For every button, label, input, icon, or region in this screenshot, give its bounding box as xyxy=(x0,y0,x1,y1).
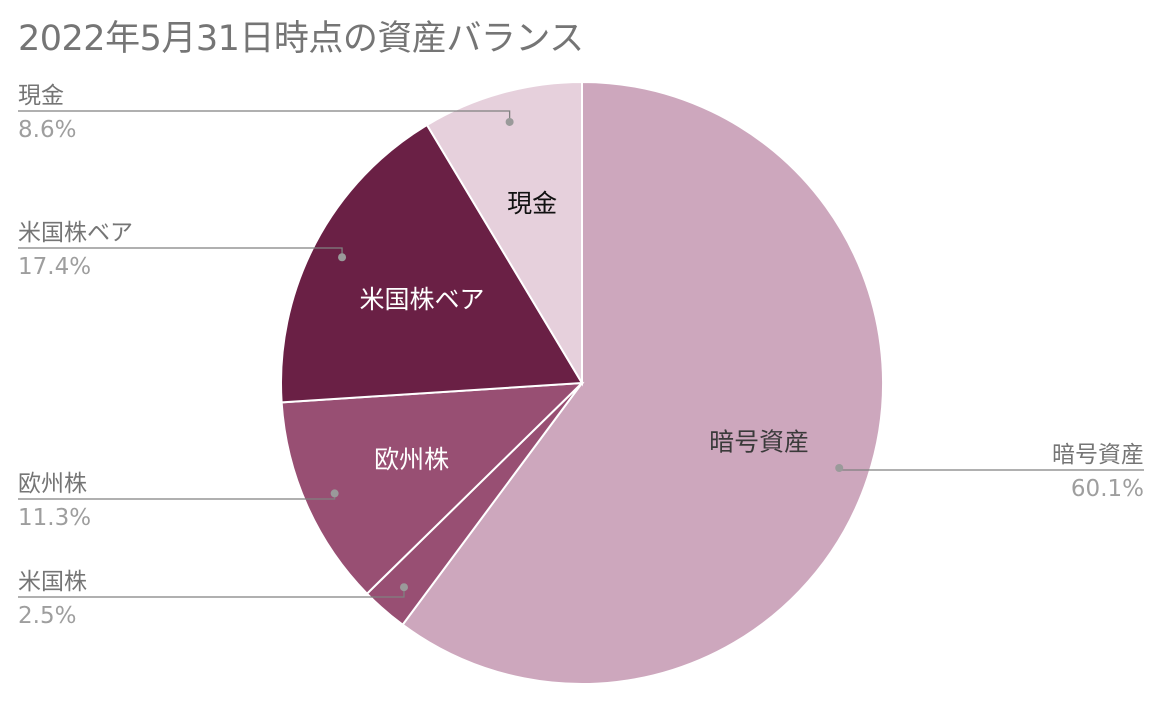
slice-2-callout-value: 2.5% xyxy=(18,603,76,629)
slice-4-callout-label: 米国株ベア xyxy=(18,220,133,246)
slice-1-callout-line xyxy=(838,468,1144,471)
slice-5[interactable] xyxy=(425,80,583,387)
slice-3[interactable] xyxy=(280,381,585,596)
slice-4-callout-dot xyxy=(338,253,347,262)
chart-title: 2022年5月31日時点の資産バランス xyxy=(18,19,584,59)
slice-1-callout-value: 60.1% xyxy=(1071,476,1144,502)
slice-3-inner-label: 欧州株 xyxy=(374,445,449,474)
slice-1-inner-label: 暗号資産 xyxy=(709,427,809,456)
slice-2-callout-dot xyxy=(399,583,408,592)
slice-5-callout-label: 現金 xyxy=(18,83,64,109)
slice-3-callout-dot xyxy=(330,489,339,498)
slice-5-callout-dot xyxy=(505,117,514,126)
slice-4-inner-label: 米国株ベア xyxy=(360,285,485,314)
slice-1-callout-dot xyxy=(835,464,844,473)
slice-3-callout-value: 11.3% xyxy=(18,505,91,531)
slice-4[interactable] xyxy=(280,123,584,404)
slice-2-callout-label: 米国株 xyxy=(18,569,87,595)
slice-1[interactable] xyxy=(401,80,884,685)
slice-5-inner-label: 現金 xyxy=(507,189,557,218)
slice-1-callout-label: 暗号資産 xyxy=(1052,442,1144,468)
slice-4-callout-value: 17.4% xyxy=(18,254,91,280)
slice-3-callout-label: 欧州株 xyxy=(18,471,87,497)
slice-5-callout-value: 8.6% xyxy=(18,117,76,143)
